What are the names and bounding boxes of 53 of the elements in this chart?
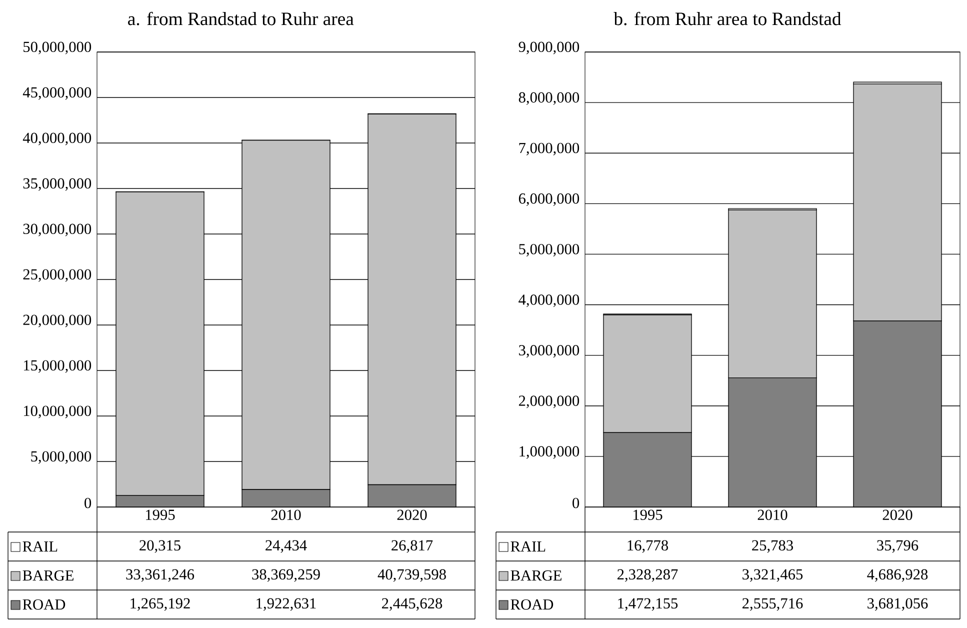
- y-tick-label: 2,000,000: [518, 396, 580, 408]
- y-tick-label: 40,000,000: [22, 132, 92, 146]
- data-label: 1,265,192: [130, 598, 190, 611]
- chart-title: b. from Ruhr area to Randstad: [614, 12, 842, 26]
- y-tick-label: 0: [84, 498, 92, 508]
- y-tick-label: 4,000,000: [518, 294, 580, 308]
- x-tick-label: 1995: [146, 510, 175, 520]
- y-tick-label: 5,000,000: [519, 244, 580, 256]
- data-label: 16,778: [628, 540, 668, 553]
- legend-label: BARGE: [22, 570, 74, 581]
- x-tick-label: 2010: [758, 510, 788, 520]
- data-label: 26,817: [392, 540, 433, 553]
- data-label: 20,315: [140, 540, 180, 553]
- data-label: 35,796: [877, 540, 918, 553]
- y-tick-label: 10,000,000: [24, 406, 92, 418]
- y-tick-label: 50,000,000: [24, 42, 92, 54]
- y-tick-label: 0: [572, 498, 580, 508]
- data-label: 24,434: [266, 540, 307, 553]
- y-tick-label: 9,000,000: [518, 42, 580, 54]
- x-tick-label: 2020: [397, 510, 427, 520]
- x-tick-label: 2020: [882, 510, 912, 520]
- data-label: 4,686,928: [867, 569, 928, 582]
- y-tick-label: 15,000,000: [24, 360, 92, 373]
- legend-label: ROAD: [22, 599, 66, 610]
- y-tick-label: 5,000,000: [31, 451, 92, 464]
- data-label: 38,369,259: [252, 569, 320, 582]
- y-tick-label: 25,000,000: [23, 269, 92, 282]
- data-label: 40,739,598: [378, 569, 446, 582]
- data-label: 1,472,155: [618, 598, 678, 611]
- data-label: 2,328,287: [618, 569, 678, 582]
- data-label: 1,922,631: [256, 598, 316, 611]
- y-tick-label: 7,000,000: [519, 142, 580, 156]
- chart-title: a. from Randstad to Ruhr area: [128, 12, 354, 26]
- y-tick-label: 20,000,000: [23, 314, 92, 328]
- x-tick-label: 2010: [271, 510, 301, 520]
- legend-label: RAIL: [22, 541, 58, 552]
- legend-label: RAIL: [510, 541, 546, 552]
- y-tick-label: 30,000,000: [23, 224, 92, 236]
- y-tick-label: 6,000,000: [518, 193, 580, 206]
- y-tick-label: 1,000,000: [520, 446, 580, 459]
- data-label: 25,783: [752, 540, 793, 553]
- data-label: 3,321,465: [742, 569, 803, 582]
- x-tick-label: 1995: [634, 510, 662, 520]
- y-tick-label: 45,000,000: [22, 87, 92, 100]
- data-label: 33,361,246: [126, 569, 194, 582]
- data-label: 3,681,056: [868, 598, 928, 611]
- legend-label: BARGE: [510, 570, 562, 581]
- data-label: 2,445,628: [382, 598, 442, 611]
- y-tick-label: 8,000,000: [518, 92, 580, 105]
- y-tick-label: 3,000,000: [519, 345, 580, 358]
- legend-label: ROAD: [510, 599, 554, 610]
- y-tick-label: 35,000,000: [23, 178, 92, 191]
- data-label: 2,555,716: [742, 598, 803, 611]
